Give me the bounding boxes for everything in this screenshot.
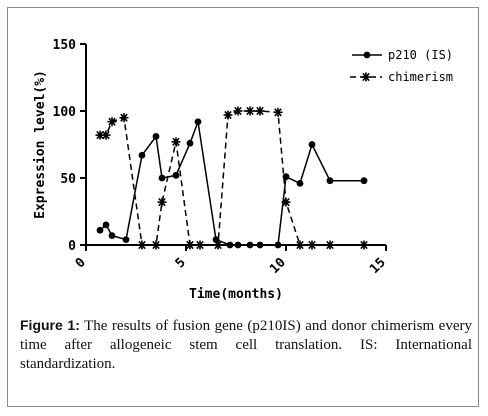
data-point-p210 — [122, 236, 130, 244]
x-tick-label: 0 — [73, 255, 89, 271]
data-point-chimerism — [195, 240, 205, 250]
data-point-chimerism — [233, 106, 243, 116]
data-point-chimerism — [107, 117, 117, 127]
data-point-p210 — [138, 151, 146, 159]
chart-series — [95, 106, 369, 250]
data-point-chimerism — [137, 240, 147, 250]
data-point-chimerism — [213, 240, 223, 250]
data-point-chimerism — [281, 197, 291, 207]
data-point-p210 — [194, 118, 202, 126]
data-point-chimerism — [157, 197, 167, 207]
data-point-p210 — [308, 141, 316, 148]
x-tick-label: 15 — [367, 255, 389, 277]
data-point-chimerism — [307, 240, 317, 250]
legend-label-chimerism: chimerism — [388, 70, 453, 84]
data-point-chimerism — [245, 106, 255, 116]
data-point-p210 — [102, 221, 110, 229]
y-tick-label: 150 — [53, 38, 77, 53]
data-point-chimerism — [295, 240, 305, 250]
series-line-chimerism — [100, 110, 364, 246]
data-point-p210 — [226, 241, 234, 249]
legend-marker-chimerism — [361, 72, 371, 82]
data-point-p210 — [172, 171, 180, 179]
data-point-p210 — [256, 241, 264, 249]
chart-legend: p210 (IS) chimerism — [350, 48, 453, 84]
data-point-chimerism — [223, 110, 233, 120]
data-point-p210 — [246, 241, 254, 249]
figure-caption: Figure 1: The results of fusion gene (p2… — [20, 316, 472, 374]
data-point-chimerism — [255, 106, 265, 116]
data-point-chimerism — [101, 130, 111, 140]
legend-label-p210: p210 (IS) — [388, 48, 453, 62]
caption-text: The results of fusion gene (p210IS) and … — [20, 318, 472, 372]
data-point-p210 — [152, 133, 160, 140]
legend-marker-p210 — [363, 51, 371, 59]
data-point-p210 — [296, 179, 304, 187]
data-point-chimerism — [119, 113, 129, 123]
data-point-p210 — [186, 139, 194, 147]
data-point-p210 — [234, 241, 242, 249]
x-axis-title: Time(months) — [189, 287, 283, 302]
caption-label: Figure 1: — [20, 317, 80, 333]
data-point-chimerism — [171, 137, 181, 147]
data-point-chimerism — [151, 240, 161, 250]
data-point-p210 — [158, 174, 166, 182]
data-point-p210 — [326, 177, 334, 185]
chart: 0 50 100 150 0 5 10 15 Time(months) Expression … — [33, 38, 453, 302]
data-point-chimerism — [359, 240, 369, 250]
data-point-chimerism — [325, 240, 335, 250]
data-point-p210 — [108, 232, 116, 240]
x-tick-label: 5 — [173, 255, 189, 271]
y-tick-label: 50 — [60, 172, 76, 187]
y-tick-label: 100 — [53, 105, 77, 120]
x-tick-label: 10 — [267, 255, 289, 277]
y-axis-title: Expression level(%) — [33, 70, 48, 219]
y-tick-label: 0 — [68, 239, 76, 254]
data-point-chimerism — [273, 107, 283, 117]
data-point-p210 — [360, 177, 368, 185]
data-point-p210 — [274, 241, 282, 249]
data-point-chimerism — [185, 240, 195, 250]
data-point-p210 — [96, 226, 104, 234]
